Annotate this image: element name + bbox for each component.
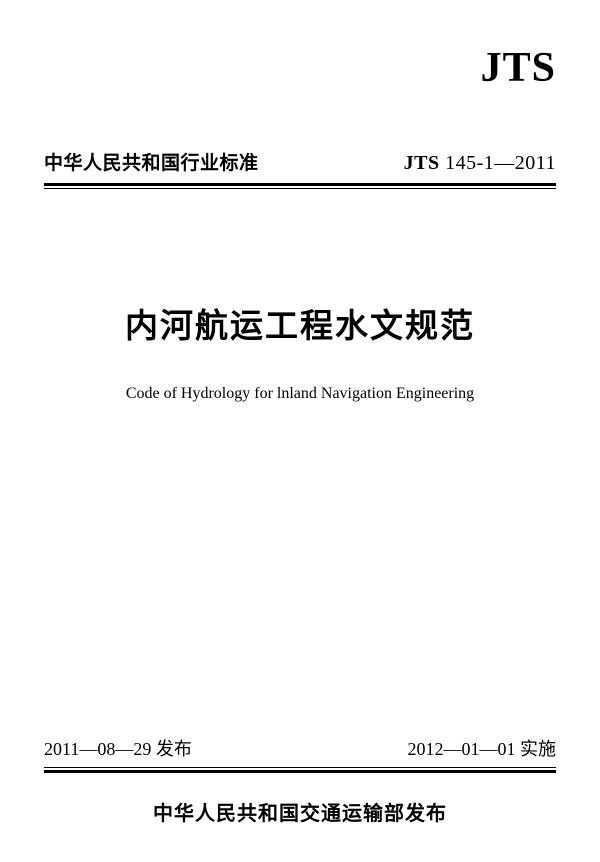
brand-code: JTS <box>44 44 556 92</box>
standard-code: JTS 145-1—2011 <box>404 152 556 175</box>
title-chinese: 内河航运工程水文规范 <box>125 299 475 347</box>
issue-date: 2011—08—29 发布 <box>44 735 192 761</box>
divider-thin <box>44 767 556 768</box>
publisher-line: 中华人民共和国交通运输部发布 <box>44 797 556 826</box>
main-title-block: 内河航运工程水文规范 Code of Hydrology for lnland … <box>44 189 556 729</box>
standard-cover-page: JTS 中华人民共和国行业标准 JTS 145-1—2011 内河航运工程水文规… <box>0 0 600 862</box>
dates-row: 2011—08—29 发布 2012—01—01 实施 <box>44 735 556 761</box>
divider-thick <box>44 770 556 773</box>
divider-bottom <box>44 767 556 773</box>
organization-label: 中华人民共和国行业标准 <box>44 148 259 175</box>
divider-thick <box>44 183 556 186</box>
standard-code-prefix: JTS <box>404 152 440 174</box>
header-row: 中华人民共和国行业标准 JTS 145-1—2011 <box>44 148 556 175</box>
effective-date: 2012—01—01 实施 <box>408 735 557 761</box>
title-english: Code of Hydrology for lnland Navigation … <box>126 385 474 403</box>
standard-code-number: 145-1—2011 <box>445 152 556 174</box>
